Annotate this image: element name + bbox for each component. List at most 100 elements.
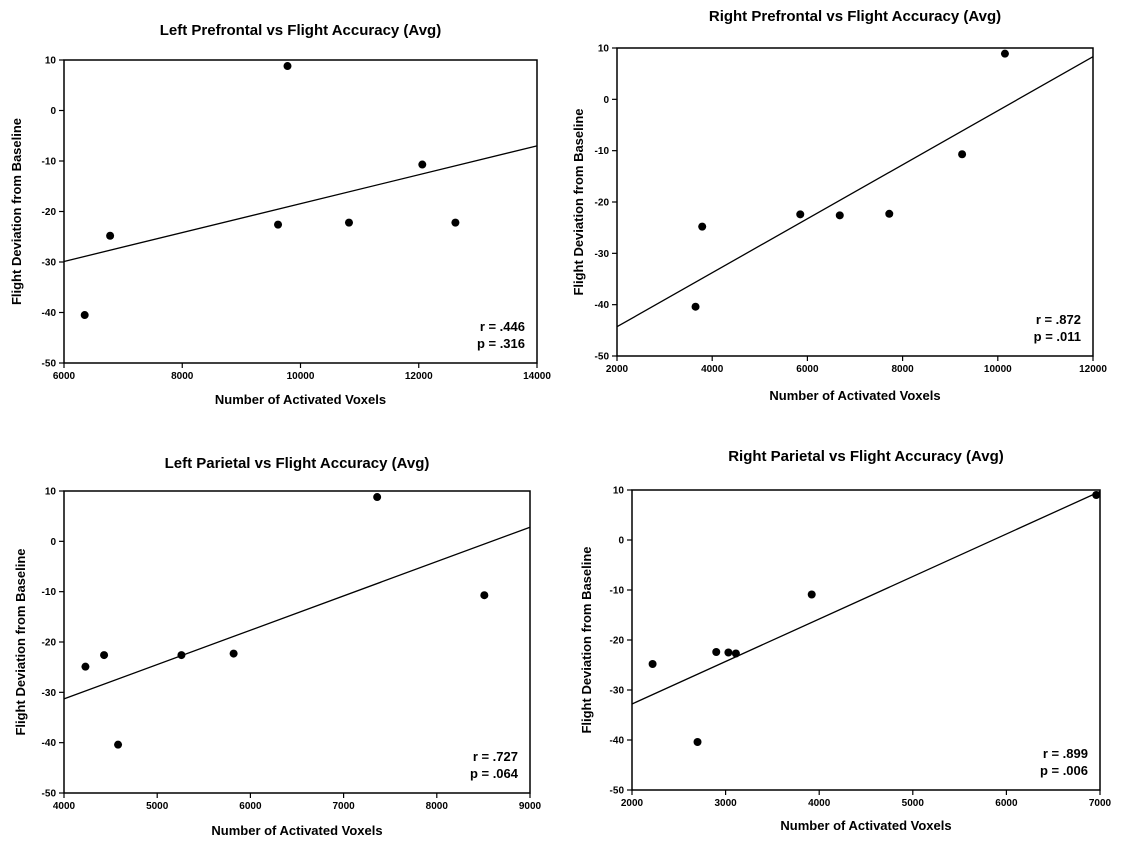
data-point [274,220,283,229]
data-point [958,150,967,159]
x-tick-label: 6000 [995,798,1018,809]
data-point [80,311,89,320]
plot-frame [63,490,531,794]
y-axis-label: Flight Deviation from Baseline [571,108,586,295]
data-point [344,218,353,227]
y-tick-label: -50 [610,786,625,797]
y-tick-label: -20 [42,638,57,649]
chart-panel-2: Right Prefrontal vs Flight Accuracy (Avg… [571,8,1107,403]
y-tick-label: 0 [603,95,609,106]
data-point [796,210,805,219]
y-tick-label: -20 [595,198,610,209]
y-tick-label: 10 [598,44,610,55]
stat-p: p = .064 [470,766,519,781]
y-tick-label: -40 [42,308,57,319]
y-tick-label: -50 [42,789,57,800]
plot-frame [616,47,1094,357]
x-tick-label: 5000 [146,801,169,812]
data-point [885,209,894,218]
x-tick-label: 2000 [606,364,629,375]
x-tick-label: 9000 [519,801,542,812]
x-tick-label: 2000 [621,798,644,809]
y-tick-label: -40 [610,736,625,747]
x-tick-label: 6000 [239,801,262,812]
data-point [648,660,657,668]
plot-frame [63,59,538,364]
stat-p: p = .006 [1040,763,1088,778]
y-tick-label: 10 [613,486,625,497]
y-tick-label: -50 [42,359,57,370]
y-tick-label: -30 [42,688,57,699]
y-tick-label: 0 [50,106,56,117]
x-tick-label: 8000 [426,801,449,812]
chart-title: Right Prefrontal vs Flight Accuracy (Avg… [709,8,1001,25]
data-point [724,648,733,657]
x-tick-label: 5000 [902,798,925,809]
x-tick-label: 8000 [171,371,194,382]
stat-r: r = .899 [1043,746,1088,761]
y-tick-label: -20 [610,636,625,647]
x-tick-label: 8000 [891,364,914,375]
data-point [100,651,109,660]
regression-line [63,526,531,700]
y-tick-label: 0 [618,536,624,547]
regression-line [63,145,538,263]
x-tick-label: 3000 [714,798,737,809]
data-point [373,493,382,502]
x-tick-label: 6000 [53,371,76,382]
x-axis-label: Number of Activated Voxels [215,392,386,407]
y-tick-label: 10 [45,487,57,498]
y-tick-label: 0 [50,537,56,548]
x-tick-label: 14000 [523,371,551,382]
data-point [177,651,186,660]
chart-title: Right Parietal vs Flight Accuracy (Avg) [728,448,1004,465]
stat-r: r = .727 [473,749,518,764]
y-tick-label: -40 [595,300,610,311]
data-point [698,222,707,231]
x-axis-label: Number of Activated Voxels [780,818,951,833]
data-point [835,211,844,220]
x-tick-label: 4000 [53,801,76,812]
x-tick-label: 7000 [1089,798,1112,809]
y-tick-label: 10 [45,56,57,67]
chart-panel-4: Right Parietal vs Flight Accuracy (Avg) 1… [579,448,1112,833]
data-point [229,649,238,658]
data-point [451,218,460,227]
stat-p: p = .011 [1034,329,1081,344]
data-point [480,591,489,600]
data-point [81,662,90,671]
data-point [283,62,292,71]
data-point [1092,491,1101,499]
stat-r: r = .446 [480,319,525,334]
x-tick-label: 12000 [1079,364,1107,375]
data-point [712,648,721,656]
x-tick-label: 4000 [701,364,724,375]
data-point [691,302,700,311]
data-point [106,231,115,240]
y-axis-label: Flight Deviation from Baseline [13,548,28,735]
data-point [807,590,816,599]
y-tick-label: -30 [610,686,625,697]
stat-p: p = .316 [477,336,525,351]
x-tick-label: 12000 [405,371,433,382]
x-tick-label: 7000 [332,801,355,812]
chart-title: Left Prefrontal vs Flight Accuracy (Avg) [160,22,441,39]
x-axis-label: Number of Activated Voxels [211,823,382,838]
x-tick-label: 10000 [984,364,1012,375]
y-tick-label: -20 [42,207,57,218]
y-tick-label: -50 [595,352,610,363]
y-tick-label: -30 [595,249,610,260]
x-tick-label: 10000 [287,371,315,382]
chart-title: Left Parietal vs Flight Accuracy (Avg) [165,455,430,472]
y-tick-label: -10 [42,157,57,168]
data-point [731,649,740,658]
y-tick-label: -40 [42,738,57,749]
stat-r: r = .872 [1036,312,1081,327]
chart-panel-1: Left Prefrontal vs Flight Accuracy (Avg)… [9,22,551,407]
data-point [418,160,427,169]
data-point [1000,49,1009,58]
y-tick-label: -10 [42,587,57,598]
x-tick-label: 6000 [796,364,819,375]
y-tick-label: -10 [595,146,610,157]
